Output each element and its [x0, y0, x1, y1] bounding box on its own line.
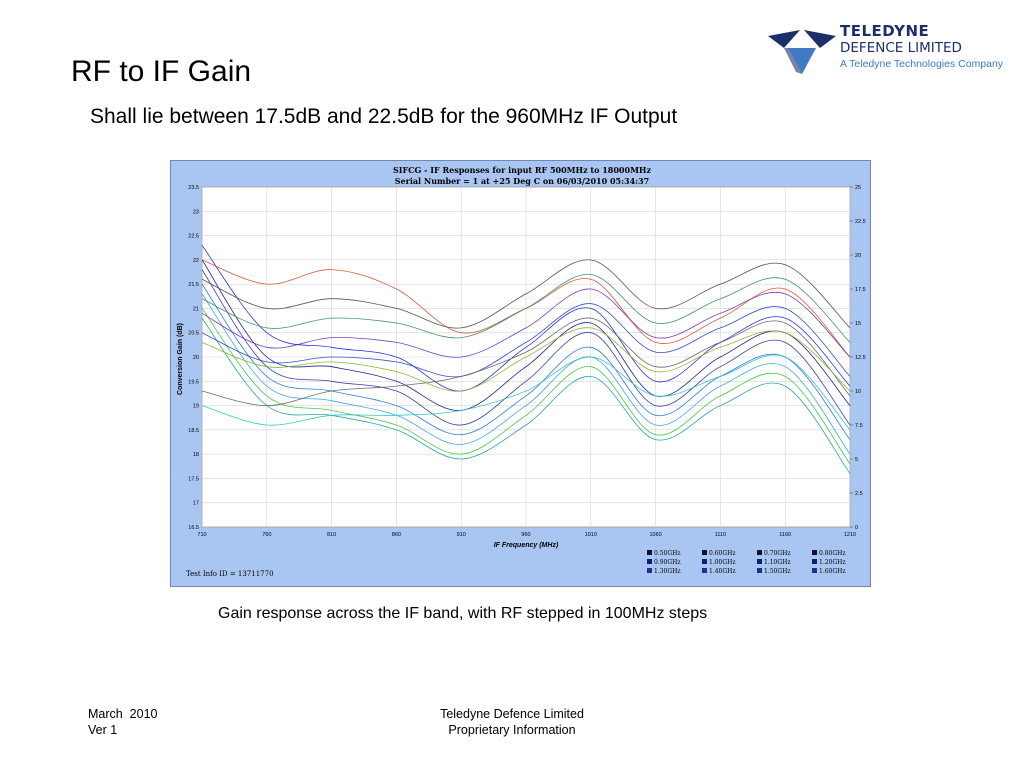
x-axis-label: IF Frequency (MHz): [494, 542, 559, 549]
chart-legend: 0.50GHz 0.60GHz 0.70GHz 0.80GHz 0.90GHz 1.00G…: [647, 550, 846, 575]
x-tick-label: 910: [457, 532, 466, 538]
y-tick-label: 22: [193, 258, 199, 264]
footer-company: Teledyne Defence Limited: [440, 707, 584, 721]
footer-version: Ver 1: [88, 723, 118, 737]
x-tick-label: 960: [521, 532, 530, 538]
legend-entry: 0.60GHz: [709, 550, 736, 557]
y-tick-label: 18.5: [188, 428, 199, 434]
series-line: [201, 273, 851, 343]
x-tick-label: 1210: [844, 532, 856, 538]
slide-title: RF to IF Gain: [71, 55, 252, 88]
y-tick-label: 21.5: [188, 282, 199, 288]
y2-tick-label: 5: [855, 457, 858, 463]
logo-line-2: DEFENCE LIMITED: [840, 40, 962, 56]
y2-tick-label: 10: [855, 389, 861, 395]
legend-swatch: [702, 559, 707, 564]
y-tick-label: 18: [193, 452, 199, 458]
legend-swatch: [812, 568, 817, 573]
y-tick-label: 20.5: [188, 331, 199, 337]
legend-entry: 1.30GHz: [654, 568, 681, 575]
axes: SIFCG - IF Responses for input RF 500MHz…: [177, 165, 866, 578]
logo-line-3: A Teledyne Technologies Company: [840, 57, 1004, 70]
logo-line-1: TELEDYNE: [840, 22, 930, 40]
y2-tick-label: 22.5: [855, 219, 866, 225]
y2-tick-label: 20: [855, 253, 861, 259]
y-tick-label: 17.5: [188, 476, 199, 482]
x-tick-label: 1010: [585, 532, 597, 538]
x-tick-label: 1060: [649, 532, 661, 538]
series-line: [201, 317, 851, 407]
series-line: [201, 259, 851, 411]
series-lines: [201, 245, 851, 474]
legend-entry: 1.40GHz: [709, 568, 736, 575]
y2-tick-label: 12.5: [855, 355, 866, 361]
legend-swatch: [647, 568, 652, 573]
legend-entry: 0.90GHz: [654, 559, 681, 566]
legend-swatch: [702, 550, 707, 555]
legend-entry: 1.60GHz: [819, 568, 846, 575]
legend-swatch: [812, 550, 817, 555]
y-axis-label: Conversion Gain (dB): [177, 323, 184, 395]
y2-tick-label: 17.5: [855, 287, 866, 293]
x-tick-label: 1160: [779, 532, 791, 538]
y-tick-label: 19.5: [188, 379, 199, 385]
legend-swatch: [757, 550, 762, 555]
series-line: [201, 327, 851, 392]
y2-tick-label: 25: [855, 185, 861, 191]
series-line: [201, 317, 851, 474]
y-tick-label: 16.5: [188, 525, 199, 531]
footer-date: March 2010: [88, 707, 158, 721]
series-line: [201, 303, 851, 378]
y-tick-label: 21: [193, 306, 199, 312]
test-info: Test Info ID = 13711770: [186, 570, 274, 578]
series-line: [201, 293, 851, 455]
chart-title: SIFCG - IF Responses for input RF 500MHz…: [393, 165, 652, 175]
y-tick-label: 20: [193, 355, 199, 361]
series-line: [201, 259, 851, 329]
x-tick-label: 1110: [715, 532, 726, 538]
y2-tick-label: 7.5: [855, 423, 863, 429]
y-tick-label: 23: [193, 209, 199, 215]
legend-entry: 1.10GHz: [764, 559, 791, 566]
legend-swatch: [757, 568, 762, 573]
series-line: [201, 308, 851, 465]
legend-entry: 0.80GHz: [819, 550, 846, 557]
x-tick-label: 810: [327, 532, 336, 538]
legend-swatch: [647, 559, 652, 564]
series-line: [201, 269, 851, 426]
teledyne-logo-icon: [768, 30, 836, 74]
company-logo: TELEDYNE DEFENCE LIMITED A Teledyne Tech…: [766, 20, 1006, 84]
series-line: [201, 354, 851, 431]
legend-entry: 0.70GHz: [764, 550, 791, 557]
legend-entry: 1.50GHz: [764, 568, 791, 575]
y-tick-label: 17: [193, 501, 199, 507]
legend-entry: 0.50GHz: [654, 550, 681, 557]
y2-tick-label: 2.5: [855, 491, 863, 497]
legend-entry: 1.20GHz: [819, 559, 846, 566]
series-line: [201, 288, 851, 358]
chart-subtitle: Serial Number = 1 at +25 Deg C on 06/03/…: [395, 176, 650, 186]
y2-tick-label: 0: [855, 525, 858, 531]
footer-left: March 2010 Ver 1: [88, 706, 157, 738]
series-line: [201, 245, 851, 392]
y-tick-label: 19: [193, 404, 199, 410]
x-tick-label: 860: [392, 532, 401, 538]
gain-chart: SIFCG - IF Responses for input RF 500MHz…: [177, 165, 866, 578]
legend-swatch: [757, 559, 762, 564]
series-line: [201, 283, 851, 440]
chart-panel: SIFCG - IF Responses for input RF 500MHz…: [170, 160, 871, 587]
footer-center: Teledyne Defence Limited Proprietary Inf…: [400, 706, 624, 738]
x-tick-label: 710: [197, 532, 206, 538]
legend-swatch: [702, 568, 707, 573]
slide-subtitle: Shall lie between 17.5dB and 22.5dB for …: [90, 105, 678, 128]
y-tick-label: 23.5: [188, 185, 199, 191]
x-tick-label: 760: [262, 532, 271, 538]
chart-caption: Gain response across the IF band, with R…: [218, 605, 708, 622]
y-tick-label: 22.5: [188, 234, 199, 240]
legend-swatch: [647, 550, 652, 555]
legend-entry: 1.00GHz: [709, 559, 736, 566]
y2-tick-label: 15: [855, 321, 861, 327]
legend-swatch: [812, 559, 817, 564]
footer-notice: Proprietary Information: [448, 723, 576, 737]
